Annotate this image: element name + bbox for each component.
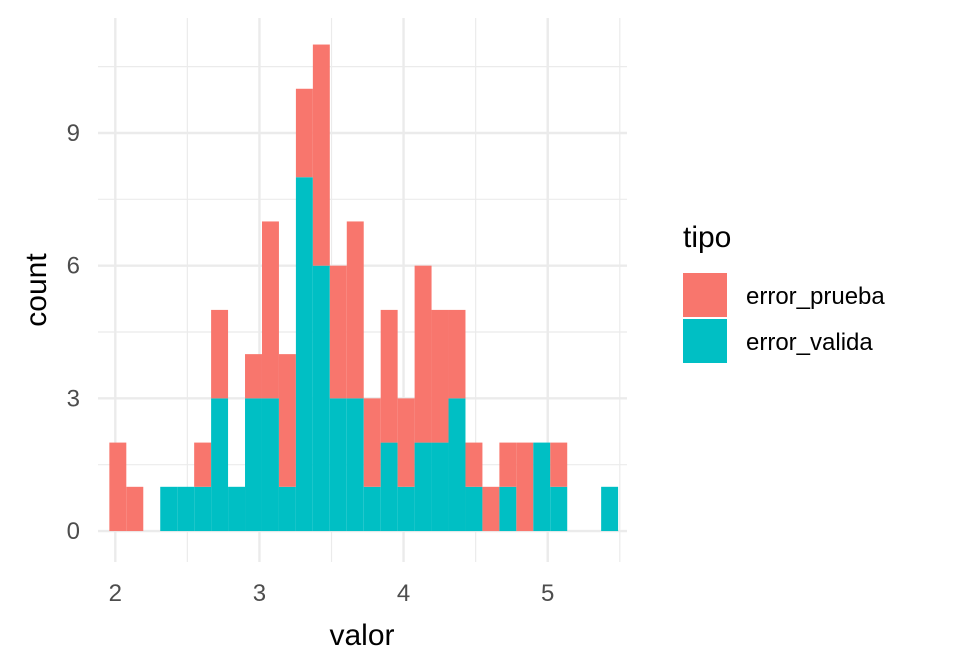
bar-error-valida	[550, 486, 568, 532]
x-tick-label: 2	[109, 580, 122, 607]
legend-label-error-valida: error_valida	[746, 329, 873, 356]
bar-error-valida	[533, 442, 551, 532]
y-tick-label: 3	[67, 385, 80, 412]
bar-error-valida	[363, 486, 381, 532]
y-tick-label: 9	[67, 120, 80, 147]
bar-error-valida	[245, 398, 262, 532]
bar-error-valida	[329, 398, 347, 532]
bar-error-valida	[312, 265, 330, 532]
bars	[109, 44, 619, 532]
bar-error-prueba	[211, 309, 229, 399]
bar-error-prueba	[380, 309, 398, 443]
bar-error-valida	[211, 398, 229, 532]
bar-error-valida	[278, 486, 296, 532]
bar-error-prueba	[126, 486, 144, 532]
bar-error-valida	[380, 442, 398, 532]
bar-error-prueba	[329, 265, 347, 399]
x-axis-title: valor	[329, 619, 394, 652]
bar-error-prueba	[245, 354, 262, 399]
bar-error-prueba	[499, 442, 517, 487]
bar-error-valida	[228, 486, 246, 532]
bar-error-prueba	[109, 442, 127, 532]
bar-error-prueba	[448, 309, 466, 399]
bar-error-prueba	[414, 265, 432, 443]
legend: tipo error_prueba error_valida	[683, 221, 885, 363]
bar-error-prueba	[465, 442, 483, 487]
x-tick-labels: 2 3 4 5	[109, 580, 555, 607]
y-tick-label: 0	[67, 518, 80, 545]
legend-key-error-prueba	[683, 273, 727, 317]
bar-error-valida	[448, 398, 466, 532]
bar-error-prueba	[431, 309, 449, 443]
bar-error-valida	[499, 486, 517, 532]
bar-error-prueba	[550, 442, 568, 487]
bar-error-valida	[414, 442, 432, 532]
bar-error-valida	[346, 398, 364, 532]
bar-error-valida	[601, 486, 619, 532]
bar-error-valida	[177, 486, 195, 532]
bar-error-prueba	[346, 221, 364, 399]
x-tick-label: 4	[397, 580, 410, 607]
bar-error-prueba	[295, 88, 313, 178]
x-tick-label: 5	[541, 580, 554, 607]
bar-error-prueba	[312, 44, 330, 266]
bar-error-valida	[261, 398, 279, 532]
bar-error-prueba	[516, 442, 534, 532]
y-axis-title: count	[20, 253, 53, 327]
bar-error-valida	[397, 486, 415, 532]
bar-error-prueba	[194, 442, 212, 487]
y-tick-label: 6	[67, 253, 80, 280]
bar-error-valida	[465, 486, 483, 532]
x-tick-label: 3	[253, 580, 266, 607]
bar-error-valida	[194, 486, 212, 532]
bar-error-valida	[160, 486, 178, 532]
bar-error-valida	[295, 177, 313, 532]
legend-label-error-prueba: error_prueba	[746, 283, 885, 310]
bar-error-prueba	[363, 398, 381, 487]
bar-error-prueba	[278, 354, 296, 487]
legend-key-error-valida	[683, 319, 727, 363]
y-tick-labels: 0 3 6 9	[67, 120, 80, 545]
legend-title: tipo	[683, 221, 731, 254]
bar-error-prueba	[397, 398, 415, 487]
bar-error-prueba	[482, 486, 500, 532]
bar-error-valida	[431, 442, 449, 532]
bar-error-prueba	[261, 221, 279, 399]
